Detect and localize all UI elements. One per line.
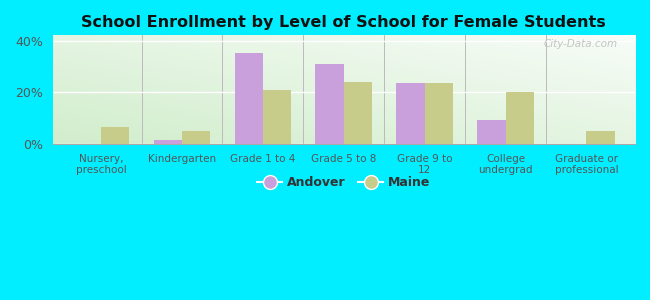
Bar <box>344 82 372 144</box>
Bar <box>586 131 615 144</box>
Legend: Andover, Maine: Andover, Maine <box>252 172 436 194</box>
Bar <box>101 127 129 144</box>
Text: City-Data.com: City-Data.com <box>543 39 618 49</box>
Bar <box>263 90 291 144</box>
Bar <box>235 53 263 144</box>
Bar <box>396 83 424 144</box>
Bar <box>315 64 344 144</box>
Bar <box>506 92 534 144</box>
Bar <box>477 119 506 144</box>
Title: School Enrollment by Level of School for Female Students: School Enrollment by Level of School for… <box>81 15 606 30</box>
Bar <box>182 131 211 144</box>
Bar <box>424 83 453 144</box>
Bar <box>153 140 182 144</box>
